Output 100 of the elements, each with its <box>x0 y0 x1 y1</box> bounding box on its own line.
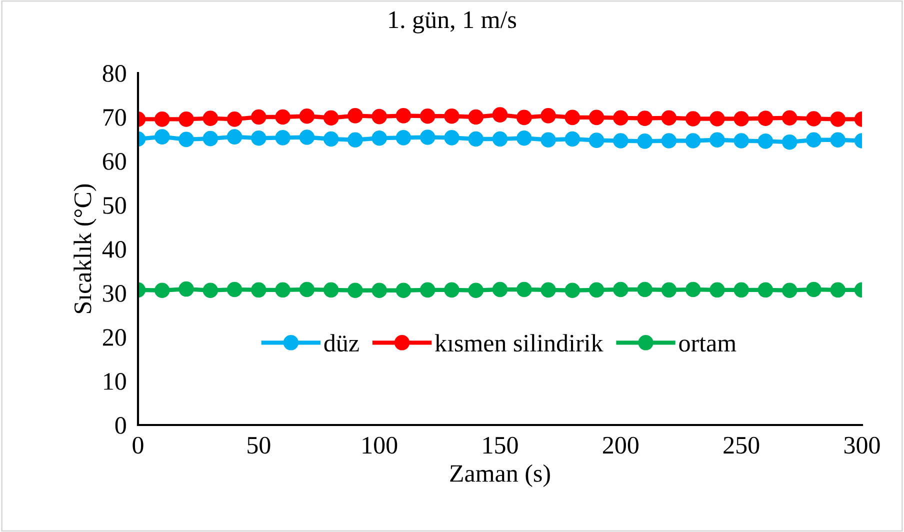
point <box>275 130 290 146</box>
point <box>540 282 556 298</box>
point <box>178 281 194 297</box>
x-tick-label: 50 <box>248 436 270 454</box>
point <box>420 130 436 145</box>
point <box>323 282 339 298</box>
point <box>202 282 218 298</box>
point <box>710 111 725 126</box>
point <box>661 133 677 148</box>
point <box>516 282 532 298</box>
point <box>637 134 652 149</box>
y-tick-label: 20 <box>102 329 126 346</box>
point <box>758 134 774 149</box>
point <box>758 110 774 126</box>
point <box>492 131 508 147</box>
point <box>444 130 460 146</box>
point <box>564 282 580 298</box>
chart-title: 1. gün, 1 m/s <box>389 11 516 34</box>
point <box>540 132 556 148</box>
y-tick-label: 80 <box>102 65 126 82</box>
point <box>372 130 387 146</box>
point <box>782 282 798 298</box>
point <box>782 134 798 150</box>
x-tick-label: 250 <box>724 436 760 454</box>
point <box>323 110 339 126</box>
point <box>516 110 532 126</box>
y-tick-label: 70 <box>104 109 126 126</box>
point <box>251 109 266 125</box>
y-tick-label: 10 <box>104 373 126 390</box>
point <box>251 282 266 298</box>
point <box>251 130 266 146</box>
x-tick-label: 0 <box>132 436 144 454</box>
point <box>178 112 194 127</box>
x-tick-label: 150 <box>483 436 518 454</box>
point <box>492 282 508 298</box>
point <box>323 131 339 147</box>
x-tick-label: 200 <box>603 436 638 454</box>
point <box>613 282 628 298</box>
point <box>299 282 315 298</box>
point <box>226 282 242 298</box>
point <box>396 282 412 298</box>
point <box>396 108 412 124</box>
point <box>154 112 170 127</box>
point <box>564 131 580 147</box>
point <box>637 282 652 298</box>
point <box>734 111 749 126</box>
point <box>588 282 604 298</box>
x-axis-title: Zaman (s) <box>450 464 550 488</box>
point <box>830 112 846 127</box>
point <box>734 133 749 148</box>
point <box>806 132 822 148</box>
point <box>782 110 798 126</box>
x-tick-label: 300 <box>844 436 880 454</box>
y-tick-label: 60 <box>102 153 126 170</box>
legend-label: kısmen silindirik <box>434 334 604 352</box>
point <box>299 108 315 124</box>
y-tick-label: 30 <box>103 285 126 302</box>
point <box>710 132 725 148</box>
point <box>396 130 412 146</box>
y-axis-title: Sıcaklık (°C) <box>74 184 96 314</box>
point <box>154 129 170 144</box>
point <box>685 282 701 298</box>
point <box>564 110 580 126</box>
point <box>516 130 532 146</box>
point <box>202 110 218 126</box>
point <box>492 107 508 122</box>
point <box>348 132 363 148</box>
point <box>348 282 363 298</box>
point <box>444 108 460 124</box>
y-tick-label: 0 <box>115 417 126 434</box>
point <box>685 133 701 148</box>
point <box>420 282 436 298</box>
point <box>661 110 677 126</box>
point <box>540 108 556 124</box>
point <box>226 129 242 144</box>
point <box>275 282 290 298</box>
y-tick-label: 40 <box>102 241 126 258</box>
point <box>685 111 701 126</box>
point <box>299 130 315 145</box>
point <box>734 282 749 298</box>
x-tick-label: 100 <box>362 436 398 454</box>
point <box>613 110 628 126</box>
point <box>830 132 846 148</box>
point <box>468 131 484 147</box>
point <box>178 132 194 148</box>
point <box>830 282 846 298</box>
point <box>613 133 628 148</box>
point <box>154 282 170 298</box>
point <box>468 282 484 298</box>
point <box>806 111 822 126</box>
legend-label: ortam <box>679 337 736 352</box>
point <box>202 130 218 146</box>
point <box>372 282 387 298</box>
point <box>275 109 290 125</box>
point <box>637 110 652 126</box>
point <box>710 282 725 298</box>
point <box>806 282 822 298</box>
point <box>588 110 604 126</box>
point <box>372 108 387 124</box>
point <box>420 108 436 124</box>
